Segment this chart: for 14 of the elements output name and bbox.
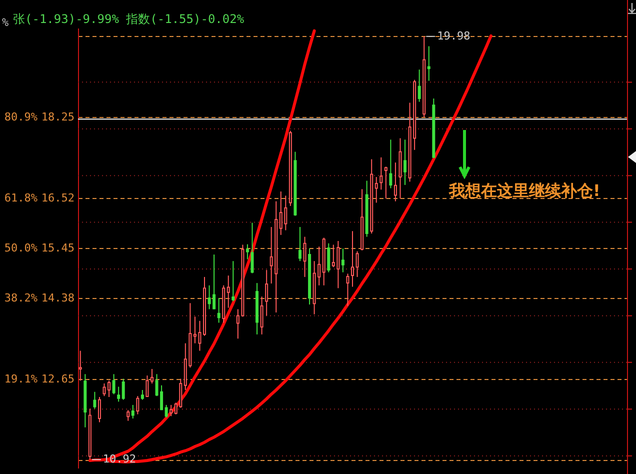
y2-tick-label: 61.8%: [4, 192, 38, 205]
y-tick-label: 18.25: [41, 110, 74, 124]
y2-tick-label: 80.9%: [4, 110, 38, 124]
y2-tick-label: 50.0%: [4, 242, 38, 254]
y-tick-label: 15.45: [41, 242, 74, 254]
y-tick-label: 14.38: [41, 291, 74, 304]
text: %: [2, 16, 9, 29]
y2-tick-label: 19.1%: [4, 372, 38, 386]
y2-tick-label: 38.2%: [4, 291, 38, 304]
annotation: 19.98: [437, 29, 470, 42]
y-tick-label: 16.52: [41, 192, 74, 205]
y-tick-label: 12.65: [41, 372, 74, 386]
chart-title: 张(-1.93)-9.99% 指数(-1.55)-0.02%: [13, 12, 245, 26]
annotation: 我想在这里继续补仓!: [448, 181, 600, 200]
